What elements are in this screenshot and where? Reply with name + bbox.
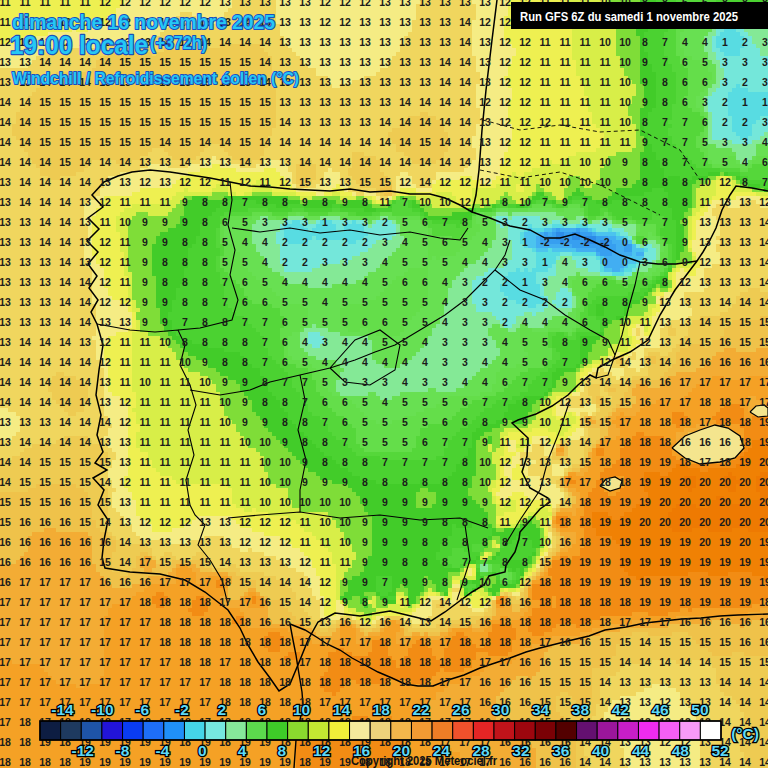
svg-text:-10: -10: [91, 701, 113, 718]
svg-text:8: 8: [278, 742, 287, 759]
svg-text:-12: -12: [71, 742, 93, 759]
svg-text:36: 36: [552, 742, 570, 759]
svg-text:34: 34: [532, 701, 550, 718]
svg-text:(°C): (°C): [731, 725, 759, 742]
svg-text:44: 44: [632, 742, 650, 759]
svg-text:50: 50: [691, 701, 708, 718]
svg-text:22: 22: [412, 701, 429, 718]
svg-text:Windchill / Refroidissement éo: Windchill / Refroidissement éolien (°C): [12, 69, 299, 87]
svg-text:40: 40: [592, 742, 609, 759]
svg-text:0: 0: [198, 742, 207, 759]
svg-text:30: 30: [492, 701, 509, 718]
svg-text:52: 52: [711, 742, 728, 759]
svg-text:38: 38: [572, 701, 590, 718]
svg-text:2: 2: [218, 701, 227, 718]
svg-text:32: 32: [512, 742, 529, 759]
svg-text:18: 18: [373, 701, 391, 718]
svg-text:26: 26: [452, 701, 470, 718]
svg-text:-8: -8: [116, 742, 130, 759]
svg-text:6: 6: [257, 701, 266, 718]
svg-text:Copyright 2025 Meteociel.fr: Copyright 2025 Meteociel.fr: [351, 754, 497, 768]
svg-text:-2: -2: [175, 701, 189, 718]
svg-text:48: 48: [672, 742, 690, 759]
svg-text:10: 10: [293, 701, 310, 718]
svg-text:12: 12: [313, 742, 330, 759]
svg-text:46: 46: [651, 701, 669, 718]
svg-text:Run GFS 6Z du samedi 1 novembr: Run GFS 6Z du samedi 1 novembre 2025: [520, 10, 738, 24]
svg-text:-14: -14: [51, 701, 74, 718]
svg-text:42: 42: [612, 701, 629, 718]
svg-text:19:00 locale: 19:00 locale: [10, 30, 148, 60]
svg-text:14: 14: [333, 701, 351, 718]
svg-text:(+372h): (+372h): [150, 33, 207, 53]
svg-text:4: 4: [238, 742, 247, 759]
svg-text:-4: -4: [156, 742, 170, 759]
svg-text:-6: -6: [135, 701, 149, 718]
